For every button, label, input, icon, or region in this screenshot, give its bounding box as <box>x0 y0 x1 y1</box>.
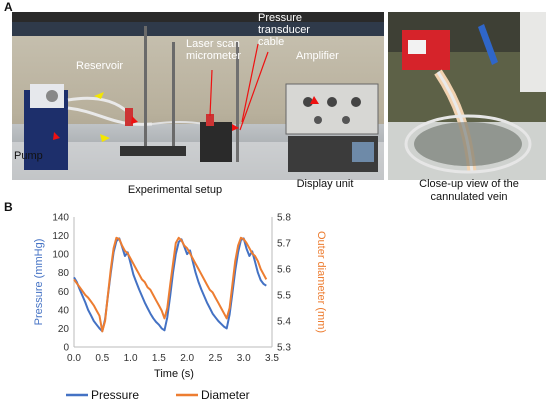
experimental-setup-photo <box>12 12 384 180</box>
y-left-tick-label: 80 <box>58 268 70 279</box>
panel-b-letter: B <box>4 200 13 214</box>
closeup-caption: Close-up view of the cannulated vein <box>419 178 519 203</box>
panel-a-letter: A <box>4 0 13 14</box>
setup-caption: Experimental setup <box>127 184 223 196</box>
x-tick-label: 1.5 <box>152 353 166 364</box>
y-right-tick-label: 5.8 <box>277 213 291 224</box>
display-unit-caption: Display unit <box>296 178 354 190</box>
x-tick-label: 3.5 <box>265 353 279 364</box>
y-right-tick-label: 5.5 <box>277 291 291 302</box>
cannulated-vein-closeup-photo <box>388 12 546 180</box>
x-tick-label: 0.0 <box>67 353 81 364</box>
x-tick-label: 3.0 <box>237 353 251 364</box>
amplifier-label: Amplifier <box>296 50 339 62</box>
y-right-axis-title: Outer diameter (mm) <box>315 231 327 333</box>
x-tick-label: 0.5 <box>95 353 109 364</box>
y-right-tick-label: 5.6 <box>277 265 291 276</box>
pressure-transducer-cable-label: Pressure transducer cable <box>258 12 310 48</box>
y-left-tick-label: 140 <box>52 213 69 224</box>
y-left-tick-label: 40 <box>58 305 70 316</box>
y-right-tick-label: 5.3 <box>277 343 291 354</box>
y-right-tick-label: 5.7 <box>277 239 291 250</box>
pressure-legend-label: Pressure <box>91 388 139 402</box>
y-right-tick-label: 5.4 <box>277 317 291 328</box>
y-left-tick-label: 0 <box>63 343 69 354</box>
y-left-tick-label: 120 <box>52 231 69 242</box>
pump-label: Pump <box>14 150 43 162</box>
x-axis-title: Time (s) <box>154 368 194 380</box>
pressure-diameter-chart: 0 20 40 60 80 100 120 140 5.3 5.4 5.5 5.6 5.7 5.8 0.0 0… <box>33 213 327 403</box>
x-tick-label: 1.0 <box>124 353 138 364</box>
laser-micrometer-label: Laser scan micrometer <box>186 38 242 62</box>
x-tick-label: 2.5 <box>208 353 222 364</box>
y-left-tick-label: 20 <box>58 324 70 335</box>
y-left-tick-label: 60 <box>58 287 70 298</box>
reservoir-label: Reservoir <box>76 60 124 72</box>
diameter-series-line <box>73 236 268 333</box>
y-left-tick-label: 100 <box>52 250 69 261</box>
y-left-axis-title: Pressure (mmHg) <box>33 239 45 326</box>
x-tick-label: 2.0 <box>180 353 194 364</box>
diameter-legend-label: Diameter <box>201 388 250 402</box>
